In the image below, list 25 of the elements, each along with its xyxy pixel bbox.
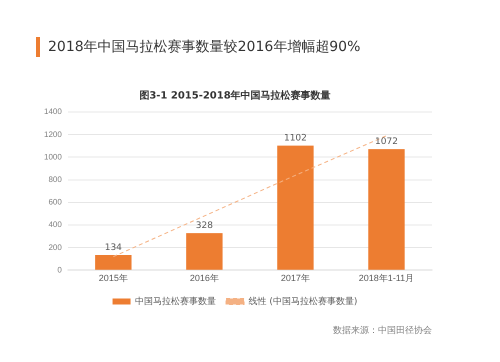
bar	[277, 146, 314, 270]
x-tick-label: 2017年	[280, 273, 310, 284]
chart-title: 2018年中国马拉松赛事数量较2016年增幅超90%	[48, 38, 360, 56]
y-tick-label: 400	[48, 220, 62, 230]
x-tick-label: 2018年1-11月	[358, 273, 414, 284]
bar	[368, 149, 405, 270]
x-tick-label: 2015年	[98, 273, 128, 284]
legend-label: 中国马拉松赛事数量	[135, 296, 216, 307]
chart-subtitle: 图3-1 2015-2018年中国马拉松赛事数量	[139, 90, 331, 102]
legend-label: 线性 (中国马拉松赛事数量)	[248, 296, 358, 307]
y-tick-label: 1400	[44, 107, 62, 116]
data-label: 134	[104, 242, 122, 253]
y-tick-label: 1200	[44, 130, 62, 139]
bar	[95, 255, 132, 270]
y-tick-label: 1000	[44, 152, 62, 162]
y-tick-label: 800	[48, 175, 62, 184]
x-tick-label: 2016年	[190, 273, 219, 284]
source-note: 数据来源：中国田径协会	[333, 324, 432, 337]
data-label: 1102	[284, 134, 307, 144]
y-tick-label: 600	[48, 198, 62, 207]
y-tick-label: 0	[57, 265, 62, 274]
data-label: 1072	[375, 136, 398, 147]
y-tick-label: 200	[48, 242, 62, 252]
data-label: 328	[196, 220, 214, 231]
bar	[186, 233, 223, 270]
